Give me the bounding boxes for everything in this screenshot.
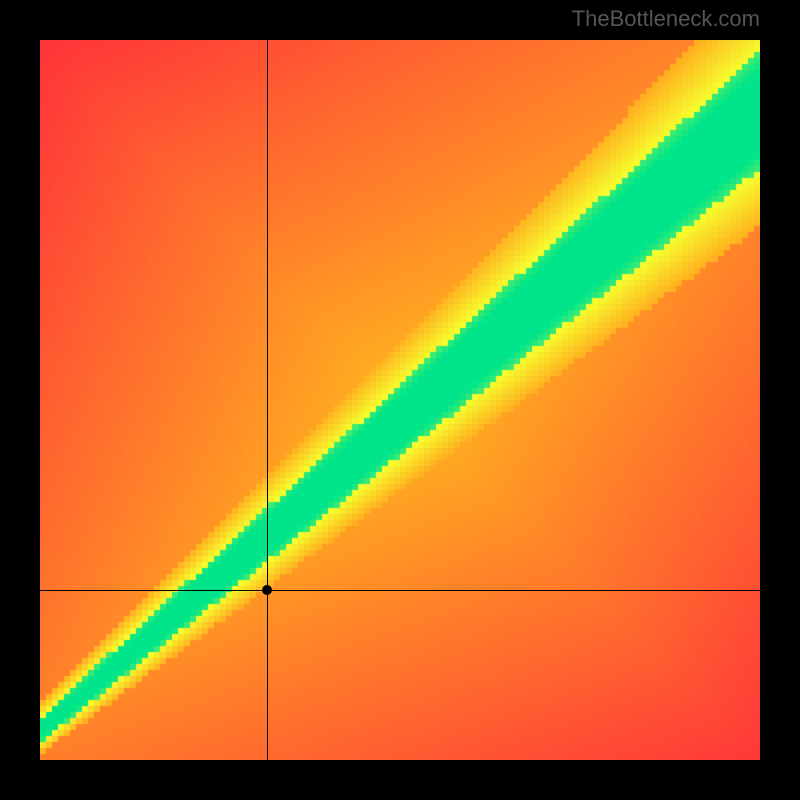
marker-dot xyxy=(262,585,272,595)
crosshair-vertical xyxy=(267,40,268,760)
plot-area xyxy=(40,40,760,760)
chart-container: TheBottleneck.com xyxy=(0,0,800,800)
heatmap-canvas xyxy=(40,40,760,760)
crosshair-horizontal xyxy=(40,590,760,591)
watermark-text: TheBottleneck.com xyxy=(572,6,760,32)
